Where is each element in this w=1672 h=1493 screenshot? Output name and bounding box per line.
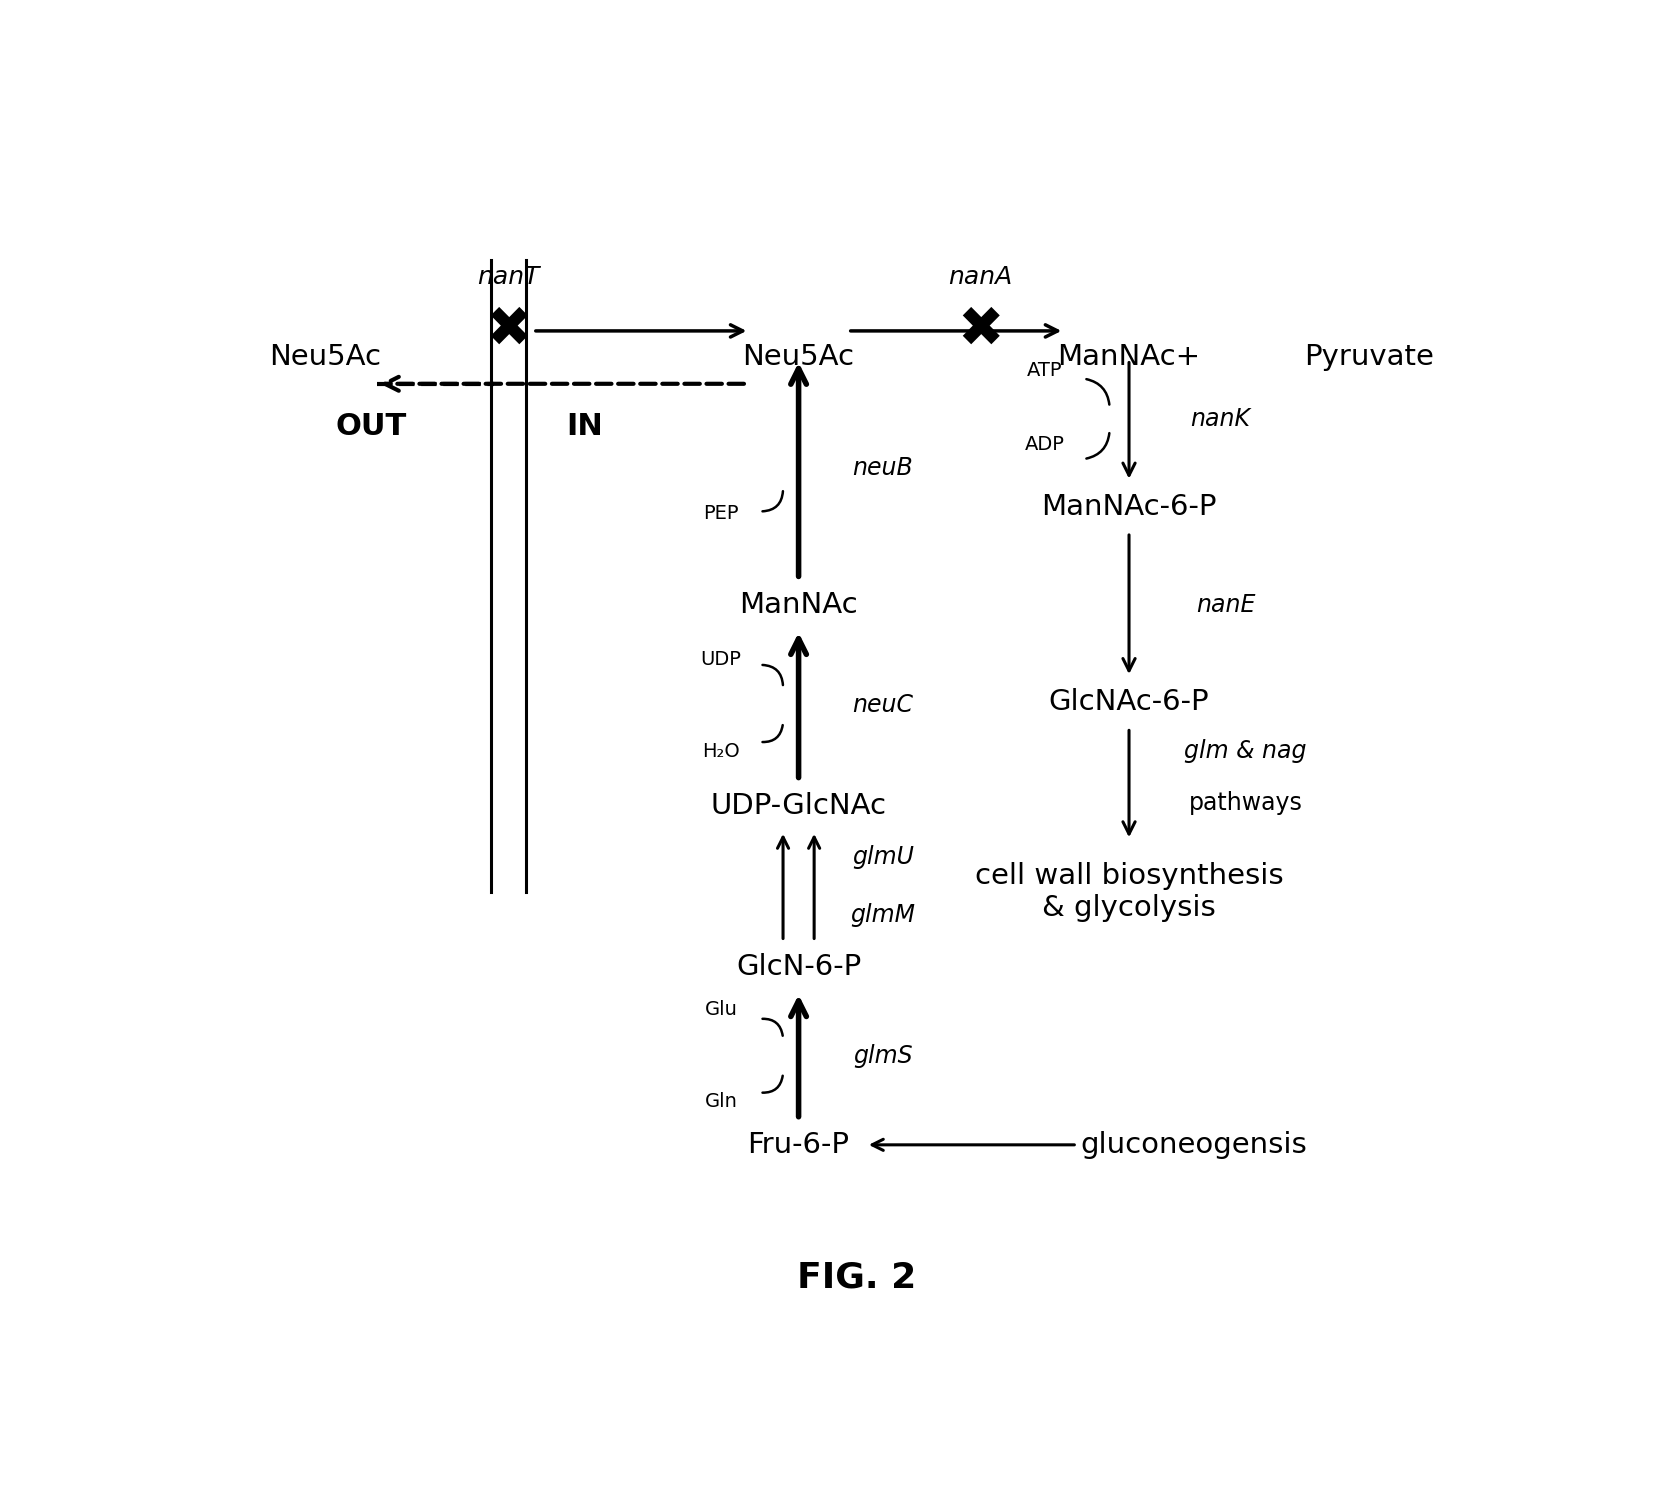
Text: Neu5Ac: Neu5Ac (269, 343, 381, 372)
Text: ATP: ATP (1027, 361, 1062, 381)
Text: Gln: Gln (704, 1093, 737, 1111)
Text: PEP: PEP (704, 505, 739, 523)
Text: H₂O: H₂O (702, 742, 739, 760)
Text: Pyruvate: Pyruvate (1304, 343, 1433, 372)
FancyArrowPatch shape (762, 1076, 782, 1093)
Text: glm & nag: glm & nag (1184, 739, 1308, 763)
Text: ManNAc: ManNAc (739, 591, 858, 618)
Text: nanE: nanE (1197, 593, 1256, 617)
Text: Neu5Ac: Neu5Ac (742, 343, 854, 372)
Text: UDP-GlcNAc: UDP-GlcNAc (711, 791, 886, 820)
Text: ManNAc+: ManNAc+ (1057, 343, 1200, 372)
Text: nanT: nanT (477, 264, 540, 288)
Text: UDP: UDP (701, 649, 741, 669)
Text: FIG. 2: FIG. 2 (798, 1260, 916, 1294)
Text: glmU: glmU (851, 845, 915, 869)
FancyArrowPatch shape (1087, 379, 1109, 405)
Text: nanK: nanK (1190, 408, 1249, 431)
Text: neuB: neuB (853, 455, 913, 479)
Text: pathways: pathways (1189, 791, 1302, 815)
Text: Glu: Glu (704, 1000, 737, 1020)
FancyArrowPatch shape (762, 1018, 782, 1036)
Text: nanA: nanA (948, 264, 1012, 288)
Text: ADP: ADP (1025, 434, 1065, 454)
FancyArrowPatch shape (762, 726, 782, 742)
Text: OUT: OUT (336, 412, 406, 440)
Text: ManNAc-6-P: ManNAc-6-P (1042, 493, 1217, 521)
Text: cell wall biosynthesis
& glycolysis: cell wall biosynthesis & glycolysis (975, 861, 1284, 923)
FancyArrowPatch shape (1087, 433, 1109, 458)
Text: Fru-6-P: Fru-6-P (747, 1130, 849, 1159)
Text: gluconeogensis: gluconeogensis (1080, 1130, 1308, 1159)
FancyArrowPatch shape (762, 664, 782, 685)
Text: glmS: glmS (853, 1044, 913, 1067)
FancyArrowPatch shape (762, 491, 782, 511)
Text: ✖: ✖ (956, 305, 1003, 358)
Text: GlcN-6-P: GlcN-6-P (736, 953, 861, 981)
Text: GlcNAc-6-P: GlcNAc-6-P (1048, 688, 1209, 717)
Text: IN: IN (567, 412, 604, 440)
Text: glmM: glmM (851, 903, 915, 927)
Text: neuC: neuC (853, 693, 913, 717)
Text: ✖: ✖ (485, 305, 532, 358)
